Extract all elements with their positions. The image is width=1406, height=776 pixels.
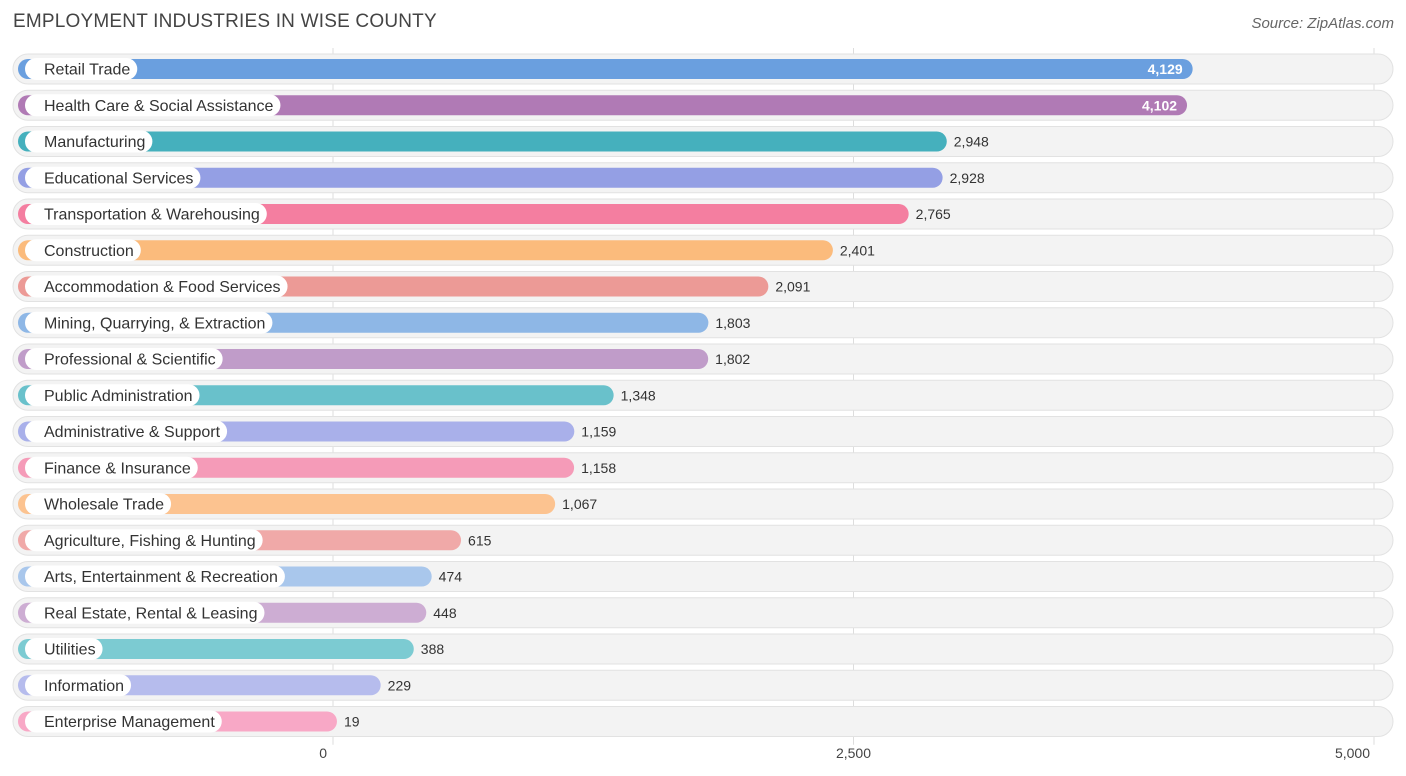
value-label: 1,802: [715, 351, 750, 367]
category-label: Manufacturing: [44, 134, 145, 151]
bar-row: Enterprise Management 19: [12, 706, 1394, 737]
category-label: Utilities: [44, 642, 96, 659]
bar-row: Mining, Quarrying, & Extraction 1,803: [12, 307, 1394, 339]
bar: [18, 95, 1188, 116]
label-pill: [25, 130, 153, 153]
label-pill: [25, 239, 141, 262]
bar-row: Public Administration 1,348: [12, 379, 1394, 411]
bar-row: Agriculture, Fishing & Hunting 615: [12, 524, 1394, 556]
label-pill: [25, 275, 288, 298]
label-pill: [25, 94, 281, 117]
bar-row: Wholesale Trade 1,067: [12, 488, 1394, 520]
value-label: 2,765: [916, 206, 951, 222]
bar-row: Educational Services 2,928: [12, 162, 1394, 194]
value-label: 1,803: [715, 315, 750, 331]
value-label: 4,129: [1148, 61, 1183, 77]
label-pill: [25, 638, 103, 660]
value-label: 229: [388, 677, 412, 693]
tick-label: 5,000: [1335, 745, 1370, 761]
label-pill: [25, 420, 228, 443]
value-label: 615: [468, 532, 492, 548]
bar-rows: Retail Trade 4,129 Health Care & Social As…: [12, 53, 1394, 737]
label-pill: [25, 529, 263, 552]
chart-title: EMPLOYMENT INDUSTRIES IN WISE COUNTY: [13, 11, 437, 32]
bar: [18, 131, 947, 152]
value-label: 2,401: [840, 242, 875, 258]
category-label: Professional & Scientific: [44, 352, 216, 369]
row-track: [12, 706, 1394, 737]
bar: [18, 167, 943, 188]
category-label: Mining, Quarrying, & Extraction: [44, 315, 265, 332]
bar-row: Administrative & Support 1,159: [12, 416, 1394, 447]
category-label: Agriculture, Fishing & Hunting: [44, 533, 256, 550]
bar-row: Health Care & Social Assistance 4,102: [12, 89, 1394, 121]
category-label: Information: [44, 678, 124, 695]
bar-row: Arts, Entertainment & Recreation 474: [12, 561, 1394, 592]
category-label: Construction: [44, 243, 134, 260]
value-label: 2,091: [775, 279, 810, 295]
label-pill: [25, 384, 200, 407]
category-label: Retail Trade: [44, 62, 130, 79]
x-axis-ticks: 0 2,500 5,000: [319, 745, 1370, 761]
label-pill: [25, 348, 223, 370]
category-label: Real Estate, Rental & Leasing: [44, 605, 257, 622]
bar: [18, 639, 414, 659]
bar-row: Information 229: [12, 669, 1394, 701]
category-label: Wholesale Trade: [44, 497, 164, 514]
value-label: 2,948: [954, 134, 989, 150]
label-pill: [25, 601, 265, 624]
label-pill: [25, 674, 132, 697]
bar-row: Construction 2,401: [12, 234, 1394, 266]
bar-row: Accommodation & Food Services 2,091: [12, 271, 1394, 302]
value-label: 448: [433, 605, 457, 621]
bar: [18, 240, 833, 261]
value-label: 1,348: [621, 387, 656, 403]
bar-row: Manufacturing 2,948: [12, 126, 1394, 157]
bar-row: Real Estate, Rental & Leasing 448: [12, 597, 1394, 629]
label-pill: [25, 493, 172, 515]
label-pill: [25, 565, 285, 588]
category-label: Arts, Entertainment & Recreation: [44, 569, 278, 586]
tick-label: 0: [319, 745, 327, 761]
bar-row: Transportation & Warehousing 2,765: [12, 198, 1394, 230]
value-label: 1,067: [562, 496, 597, 512]
category-label: Health Care & Social Assistance: [44, 98, 274, 115]
value-label: 1,159: [581, 424, 616, 440]
value-label: 19: [344, 714, 360, 730]
category-label: Enterprise Management: [44, 714, 215, 731]
bar-row: Utilities 388: [12, 633, 1394, 665]
value-label: 1,158: [581, 460, 616, 476]
label-pill: [25, 311, 273, 334]
value-label: 4,102: [1142, 97, 1177, 113]
label-pill: [25, 203, 267, 225]
label-pill: [25, 710, 222, 733]
label-pill: [25, 456, 198, 479]
chart-source: Source: ZipAtlas.com: [1251, 15, 1394, 32]
bar: [18, 59, 1193, 79]
bar-row: Professional & Scientific 1,802: [12, 343, 1394, 375]
category-label: Public Administration: [44, 388, 193, 405]
category-label: Finance & Insurance: [44, 460, 191, 477]
category-label: Educational Services: [44, 170, 193, 187]
category-label: Accommodation & Food Services: [44, 279, 281, 296]
category-label: Transportation & Warehousing: [44, 207, 260, 224]
value-label: 388: [421, 641, 445, 657]
bar-row: Retail Trade 4,129: [12, 53, 1394, 85]
bar-row: Finance & Insurance 1,158: [12, 452, 1394, 484]
tick-label: 2,500: [836, 745, 871, 761]
category-label: Administrative & Support: [44, 424, 221, 441]
label-pill: [25, 166, 201, 189]
label-pill: [25, 58, 138, 80]
value-label: 474: [439, 569, 463, 585]
value-label: 2,928: [950, 170, 985, 186]
